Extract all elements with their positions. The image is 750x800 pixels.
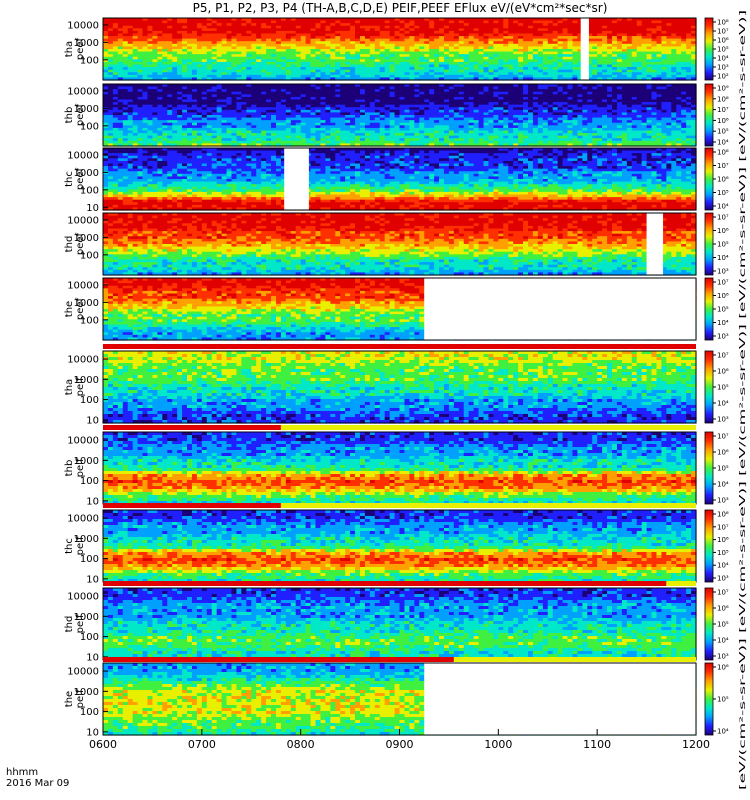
colorbar-tick-label: 10⁸	[717, 19, 729, 27]
colorbar-tick-label: 10⁶	[717, 37, 729, 45]
colorbar-tick-label: 10²	[717, 73, 729, 81]
colorbar-tick-label: 10⁷	[717, 28, 729, 36]
colorbar-tick-label: 10⁵	[717, 46, 729, 54]
panel-ylabel: peef	[75, 37, 86, 60]
colorbar	[705, 18, 713, 80]
panel-thb-peef: 100100010000thb peef10⁴10⁵10⁶10⁷10⁸10⁹	[64, 84, 729, 147]
panel-ylabel: tha	[64, 41, 75, 57]
y-tick-label: 10000	[67, 20, 99, 31]
figure-title: P5, P1, P2, P3, P4 (TH-A,B,C,D,E) PEIF,P…	[193, 1, 608, 15]
colorbar-tick-label: 10³	[717, 64, 729, 72]
data-gap	[581, 18, 589, 80]
colorbar-tick-label: 10⁴	[717, 55, 729, 63]
